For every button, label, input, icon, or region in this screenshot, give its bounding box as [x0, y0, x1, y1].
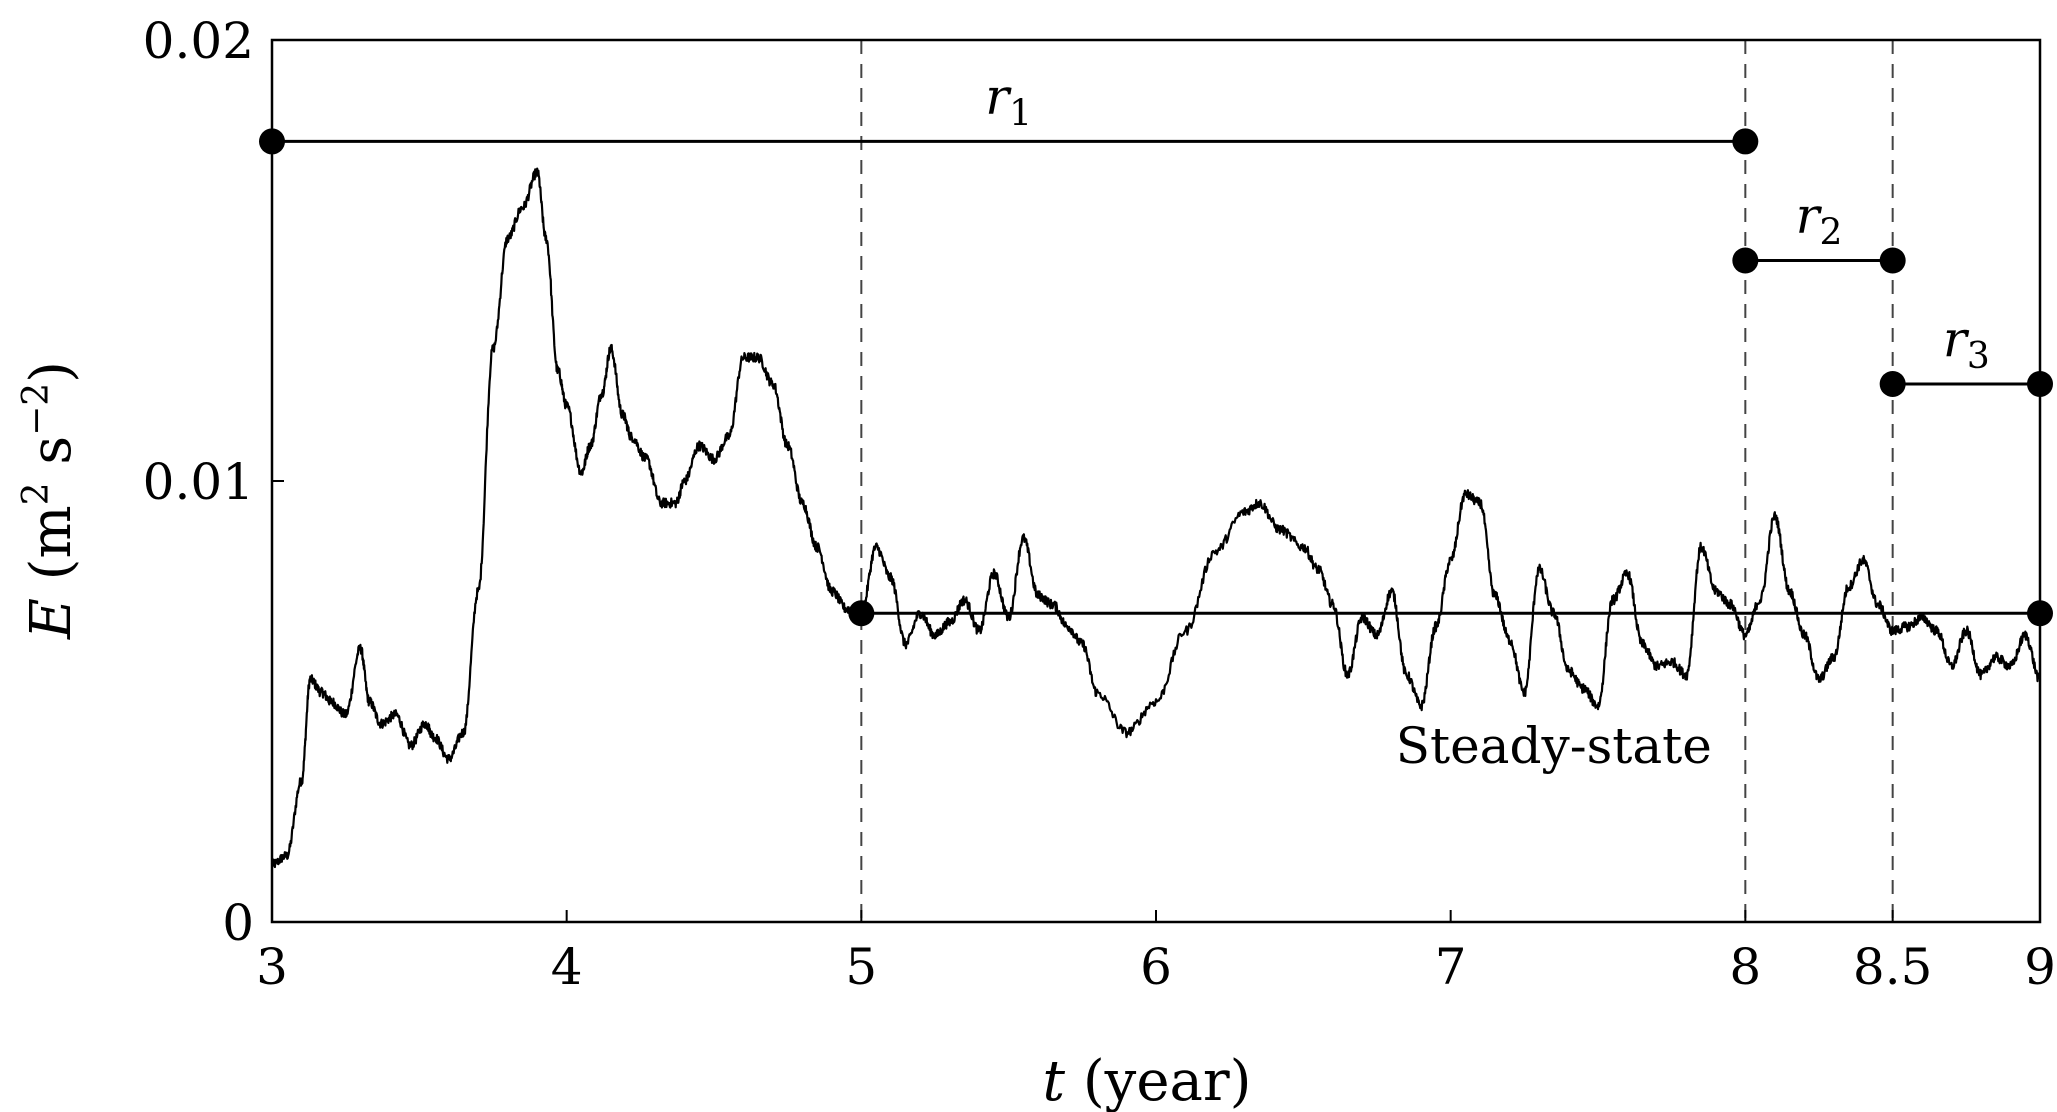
- y-tick-label: 0.02: [143, 12, 254, 70]
- range-label-r2: r2: [1796, 187, 1843, 254]
- x-tick-label: 5: [845, 938, 877, 996]
- steady-state-mean-group: [848, 600, 2053, 627]
- annotation-steady-state: Steady-state: [1396, 717, 1712, 775]
- annotations-group: Steady-state: [1396, 717, 1712, 775]
- range-start-dot-r3: [1879, 370, 1906, 397]
- range-start-dot-r2: [1732, 247, 1759, 274]
- range-label-r1: r1: [985, 67, 1032, 134]
- mean-line-start-dot: [848, 600, 875, 627]
- range-label-r3: r3: [1943, 310, 1990, 377]
- range-end-dot-r2: [1879, 247, 1906, 274]
- x-tick-label: 6: [1140, 938, 1172, 996]
- x-tick-label: 9: [2024, 938, 2056, 996]
- x-tick-label: 8: [1729, 938, 1761, 996]
- x-tick-label: 7: [1435, 938, 1467, 996]
- x-tick-label: 8.5: [1853, 938, 1933, 996]
- series-line: [270, 167, 2042, 869]
- y-axis-ticks: 0 0.01 0.02: [143, 12, 284, 952]
- x-axis-label: t (year): [1043, 1049, 1252, 1112]
- x-tick-label: 3: [256, 938, 288, 996]
- y-axis-label: E (m2 s−2): [16, 361, 84, 640]
- y-tick-label: 0: [222, 894, 254, 952]
- y-tick-label: 0.01: [143, 453, 254, 511]
- vertical-dashed-lines: [860, 40, 1894, 922]
- x-tick-label: 4: [551, 938, 583, 996]
- ranges-group: r1 r2 r3: [259, 67, 2053, 397]
- range-end-dot-r1: [1732, 128, 1759, 155]
- series-group: [270, 167, 2042, 869]
- x-axis-ticks: 3 4 5 6 7 8 8.5 9: [256, 910, 2056, 996]
